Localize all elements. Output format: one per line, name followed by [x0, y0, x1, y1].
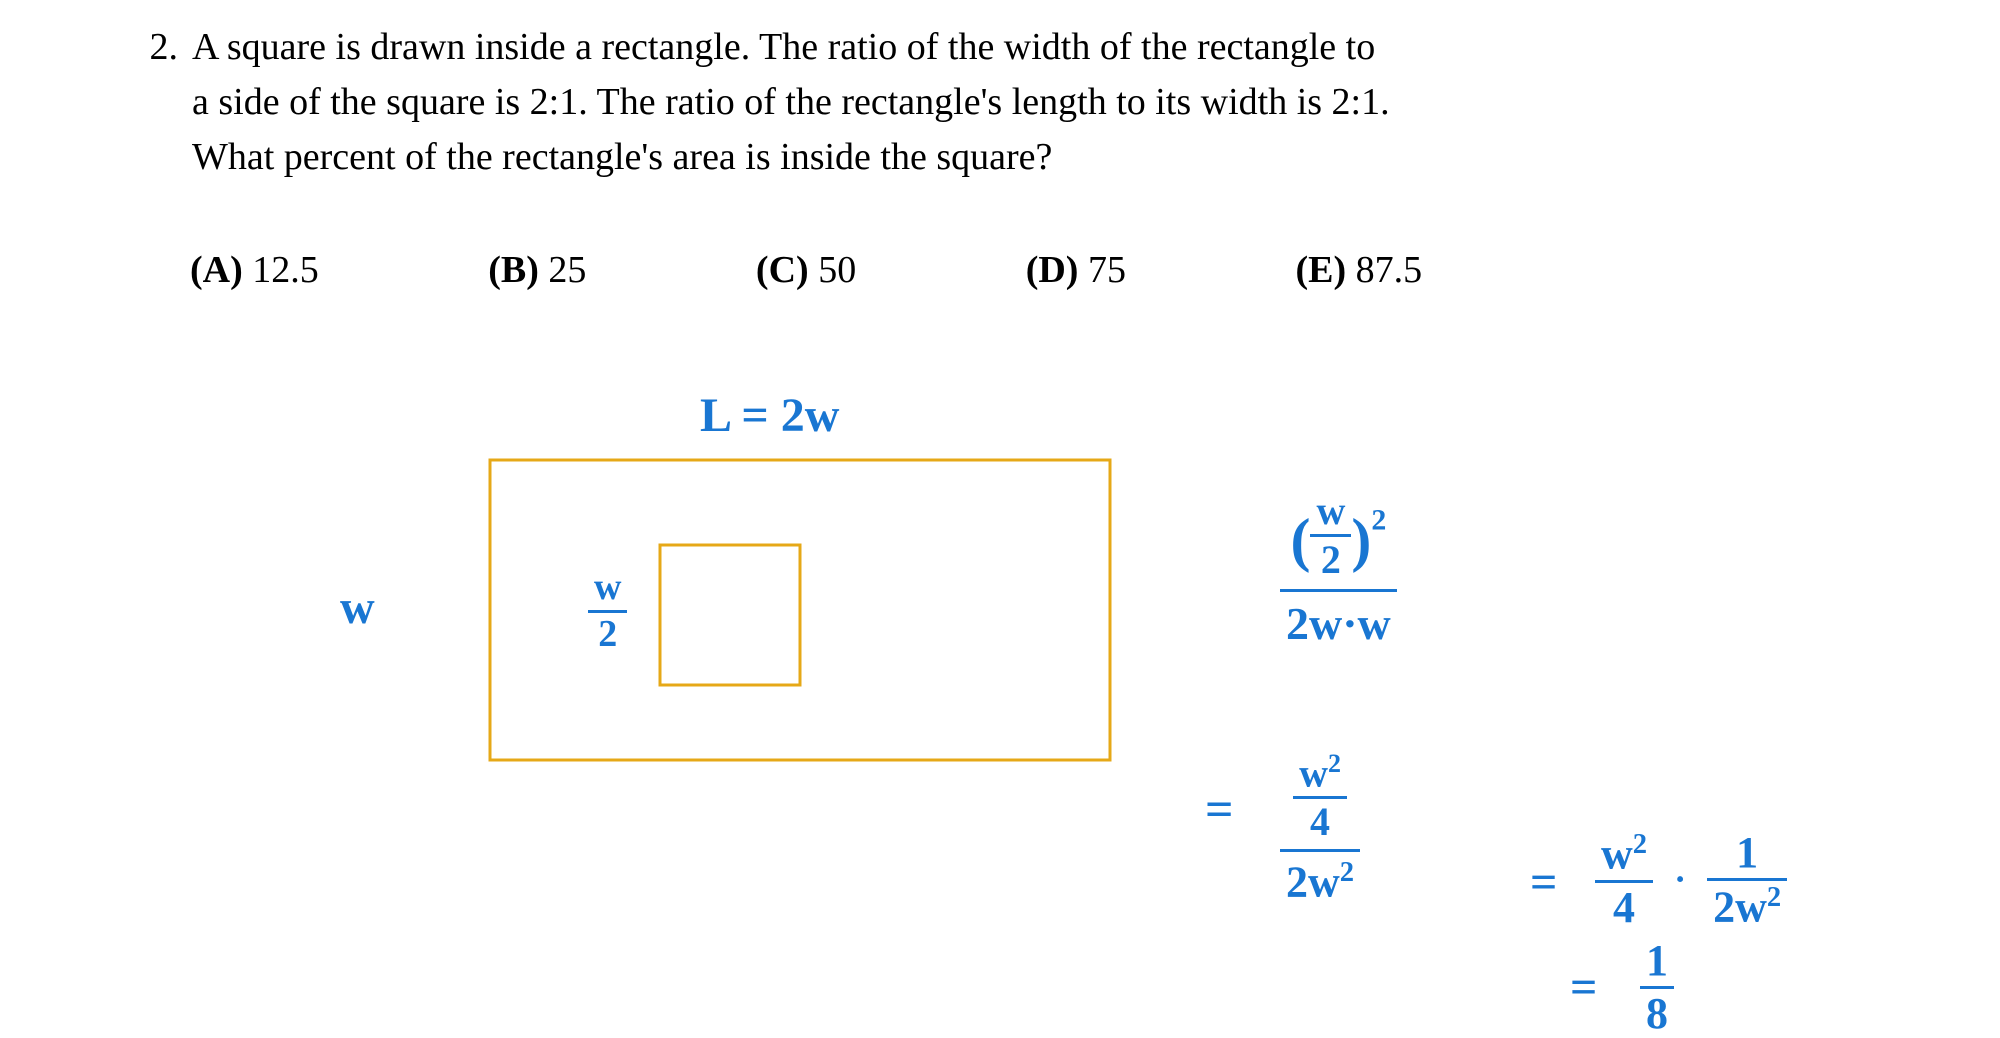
work-eq2: = [1530, 855, 1557, 910]
work-step2: w2 4 2w2 [1280, 750, 1360, 906]
label-w: w [340, 580, 375, 635]
work-eq1: = [1205, 780, 1234, 838]
work-eq3: = [1570, 960, 1597, 1015]
label-L-2w: L = 2w [700, 388, 839, 443]
work-final: 1 8 [1640, 938, 1674, 1037]
inner-square [660, 545, 800, 685]
label-w-over-2: w 2 [588, 568, 627, 655]
work-step1: ( w 2 )2 2w·w [1280, 490, 1397, 648]
work-step3: w2 4 · 1 2w2 [1595, 830, 1787, 931]
